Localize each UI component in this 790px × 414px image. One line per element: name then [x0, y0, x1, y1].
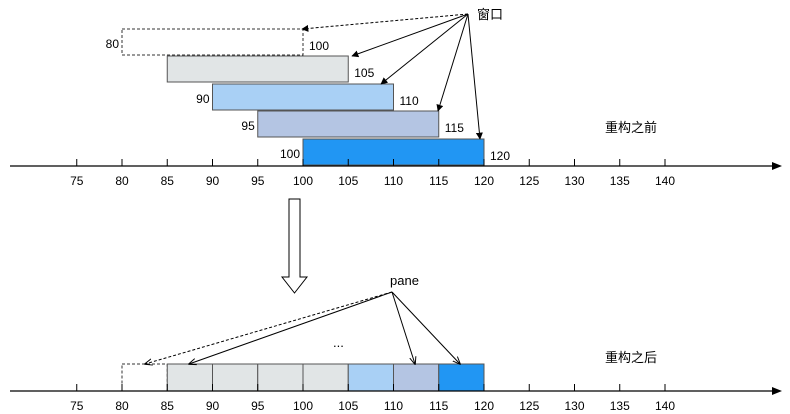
window-3-start-label: 90: [196, 92, 210, 106]
ellipsis: ...: [333, 335, 344, 350]
windows-label: 窗口: [477, 7, 503, 22]
top-tick-label: 90: [206, 174, 220, 188]
pane-6: [347, 363, 394, 392]
window-1: [121, 28, 304, 56]
window-pointer-arrows: [301, 13, 483, 140]
top-tick-label: 85: [161, 174, 175, 188]
top-tick-label: 110: [384, 174, 403, 188]
top-axis-arrowhead: [772, 162, 782, 170]
pane-5: [302, 363, 349, 392]
window-arrow-1: [301, 13, 469, 32]
top-tick-label: 130: [564, 174, 584, 188]
top-axis: 75 80 85 90 95 100 105 110 115 120 125 130 135 140: [10, 159, 782, 188]
bottom-tick-label: 135: [610, 399, 630, 413]
window-4-start-label: 95: [241, 119, 255, 133]
top-tick-label: 115: [429, 174, 448, 188]
window-arrow-5: [467, 13, 483, 140]
pane-7: [393, 363, 440, 392]
pane-arrow-4: [391, 291, 460, 364]
window-arrow-2: [351, 13, 469, 58]
before-refactor-section: 80 100 105 90 110 95 115 100 120 窗口 重构之前 75 80 85 9…: [10, 7, 782, 188]
bottom-axis: 75 80 85 90 95 100 105 110 115 120 125 130 135 140: [10, 384, 782, 413]
window-4-end-label: 115: [445, 121, 464, 135]
pane-pointer-arrows: [145, 291, 460, 364]
bottom-tick-label: 105: [338, 399, 358, 413]
top-tick-label: 80: [115, 174, 129, 188]
top-tick-label: 135: [610, 174, 630, 188]
window-arrow-4: [436, 13, 469, 112]
top-tick-label: 120: [474, 174, 494, 188]
window-5-end-label: 120: [490, 149, 510, 163]
after-refactor-section: pane ... 重构之后 75 80 85 90 95 100 105 110 115 120 1…: [10, 273, 782, 413]
bottom-tick-label: 75: [70, 399, 84, 413]
top-tick-label: 100: [293, 174, 313, 188]
bottom-tick-label: 110: [384, 399, 403, 413]
window-1-start-label: 80: [106, 37, 120, 51]
bottom-tick-label: 125: [519, 399, 539, 413]
bottom-tick-label: 140: [655, 399, 675, 413]
window-blocks: 80 100 105 90 110 95 115 100 120: [106, 28, 510, 166]
pane-3: [212, 363, 259, 392]
top-tick-label: 95: [251, 174, 265, 188]
pane-4: [257, 363, 304, 392]
bottom-tick-label: 95: [251, 399, 265, 413]
bottom-tick-label: 120: [474, 399, 494, 413]
pane-arrow-3: [391, 291, 415, 364]
bottom-tick-label: 90: [206, 399, 220, 413]
window-arrow-3: [380, 13, 469, 85]
bottom-tick-label: 80: [115, 399, 129, 413]
top-tick-label: 125: [519, 174, 539, 188]
after-refactor-label: 重构之后: [605, 350, 657, 365]
pane-arrow-2: [189, 291, 393, 364]
window-4: [257, 110, 440, 138]
bottom-tick-label: 115: [429, 399, 448, 413]
top-tick-label: 105: [338, 174, 358, 188]
window-3: [212, 83, 394, 111]
bottom-axis-arrowhead: [772, 387, 782, 395]
window-5-start-label: 100: [280, 147, 300, 161]
pane-8: [438, 363, 485, 392]
window-2: [166, 55, 349, 83]
pane-2: [166, 363, 213, 392]
top-tick-label: 140: [655, 174, 675, 188]
bottom-tick-label: 85: [161, 399, 175, 413]
pane-1: [121, 363, 168, 392]
pane-label: pane: [390, 273, 419, 288]
transition-arrow: [280, 198, 309, 294]
window-2-end-label: 105: [354, 66, 374, 80]
bottom-tick-label: 130: [564, 399, 584, 413]
top-tick-label: 75: [70, 174, 84, 188]
window-1-end-label: 100: [309, 39, 329, 53]
before-refactor-label: 重构之前: [605, 120, 657, 135]
pane-arrow-1: [145, 291, 393, 364]
window-3-end-label: 110: [400, 94, 419, 108]
bottom-tick-label: 100: [293, 399, 313, 413]
